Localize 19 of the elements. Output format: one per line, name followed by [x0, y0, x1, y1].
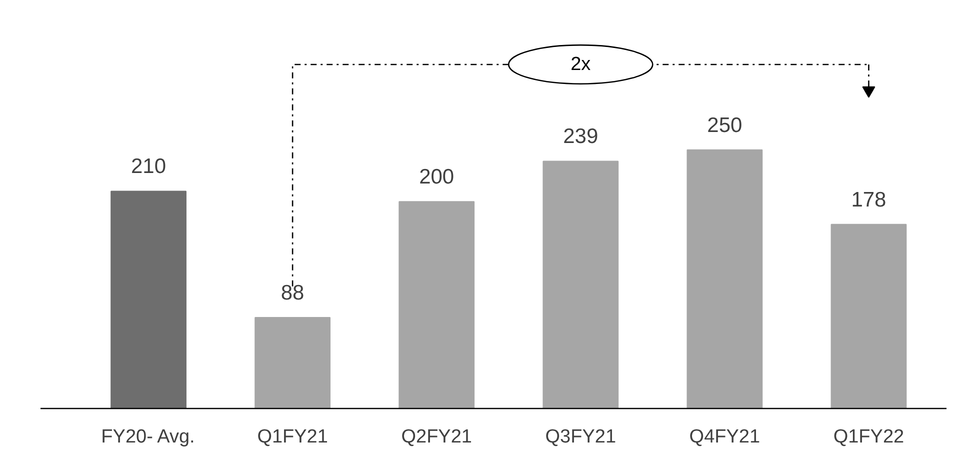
x-tick-label: Q3FY21: [545, 426, 616, 448]
bar: [830, 224, 907, 408]
data-label: 210: [131, 155, 166, 178]
data-label: 250: [707, 114, 742, 137]
data-label: 88: [280, 281, 304, 304]
x-tick-label: Q1FY22: [833, 426, 904, 448]
bar: [254, 316, 331, 408]
x-tick-label: Q4FY21: [689, 426, 760, 448]
bar: [686, 149, 763, 408]
data-label: 178: [851, 188, 886, 212]
text: 2x: [570, 54, 592, 75]
x-tick-label: Q2FY21: [401, 426, 472, 448]
bar: [542, 160, 619, 408]
bar: [110, 190, 186, 408]
x-tick-label: Q1FY21: [257, 426, 328, 448]
data-label: 200: [419, 166, 454, 189]
x-tick-label: FY20- Avg.: [101, 426, 195, 448]
data-label: 239: [563, 125, 598, 148]
bar: [398, 201, 475, 408]
